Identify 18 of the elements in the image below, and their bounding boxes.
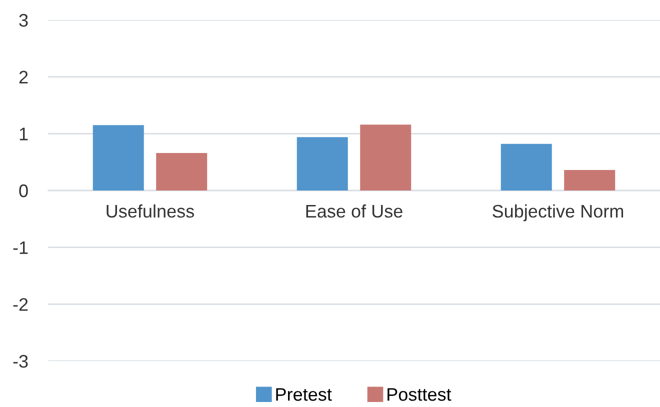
legend-label: Pretest	[276, 388, 332, 401]
bar	[92, 125, 144, 190]
y-tick-label: 0	[19, 184, 28, 198]
x-tick-label: Usefulness	[106, 204, 194, 218]
bar	[564, 170, 616, 190]
bar	[296, 137, 348, 190]
x-tick-label: Ease of Use	[306, 204, 402, 218]
y-tick-label: -3	[13, 354, 28, 368]
y-tick-label: 3	[19, 14, 28, 27]
legend-label: Posttest	[388, 388, 452, 401]
bar	[156, 152, 208, 190]
y-tick-label: 2	[19, 70, 28, 84]
y-tick-label: -2	[13, 298, 28, 311]
y-tick-label: 1	[20, 128, 28, 140]
bar	[500, 144, 552, 190]
y-tick-label: -1	[13, 241, 28, 254]
x-tick-label: Subjective Norm	[492, 204, 624, 222]
bar	[360, 124, 412, 190]
